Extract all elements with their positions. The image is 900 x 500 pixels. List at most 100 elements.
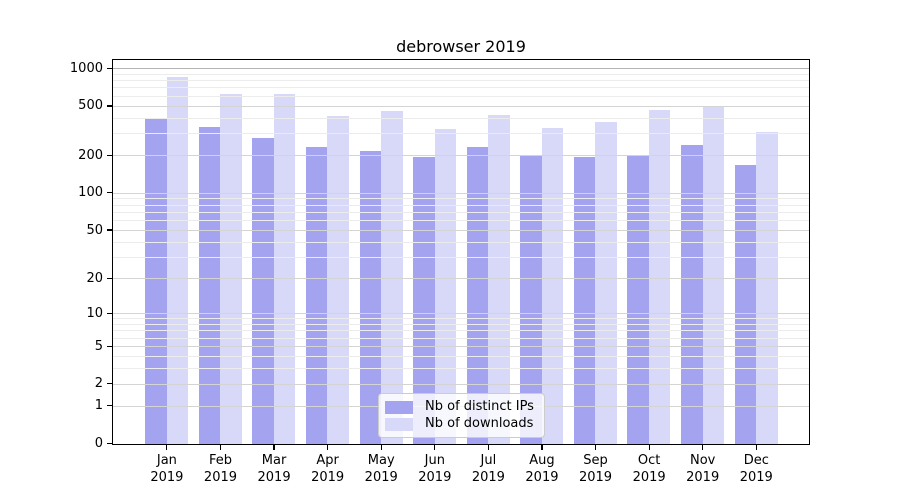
major-gridline (113, 155, 809, 157)
minor-gridline (113, 368, 809, 370)
y-tick-label: 1 (94, 398, 103, 414)
bar-downloads-sep (595, 122, 617, 444)
y-tick-label: 2 (94, 376, 103, 392)
minor-gridline (113, 330, 809, 332)
minor-gridline (113, 337, 809, 339)
x-tick-label: Sep 2019 (578, 453, 613, 485)
minor-gridline (113, 73, 809, 75)
minor-gridline (113, 95, 809, 97)
x-tick-label: Nov 2019 (686, 453, 720, 485)
minor-gridline (113, 80, 809, 82)
major-gridline (113, 313, 809, 315)
x-tick (380, 445, 382, 450)
x-tick (273, 445, 275, 450)
y-tick (107, 405, 112, 407)
y-tick (107, 442, 112, 445)
y-tick-label: 50 (86, 222, 103, 238)
minor-gridline (113, 87, 809, 89)
minor-gridline (113, 211, 809, 213)
bar-distinct-ips-jun (413, 157, 435, 444)
x-tick (541, 445, 543, 450)
legend-label-distinct-ips: Nb of distinct IPs (425, 399, 534, 414)
bar-distinct-ips-sep (573, 157, 596, 444)
x-tick (702, 445, 704, 450)
y-tick (107, 154, 112, 157)
x-tick-label: Aug 2019 (525, 453, 559, 485)
x-tick-label: Apr 2019 (311, 453, 345, 485)
minor-gridline (113, 117, 809, 119)
x-tick-label: Feb 2019 (203, 453, 238, 485)
y-tick (107, 345, 112, 347)
minor-gridline (113, 204, 809, 206)
y-tick-label: 0 (94, 436, 103, 451)
minor-gridline (113, 220, 809, 222)
bar-downloads-may (381, 110, 403, 444)
x-tick (219, 445, 222, 450)
bar-downloads-mar (273, 94, 296, 444)
legend-swatch-downloads-icon (385, 417, 413, 431)
bar-downloads-aug (541, 127, 564, 444)
x-tick-label: Jun 2019 (418, 453, 452, 485)
bar-downloads-apr (327, 116, 349, 444)
plot-area (112, 59, 810, 445)
chart-title: debrowser 2019 (396, 37, 526, 56)
y-tick (107, 67, 112, 69)
y-tick (107, 277, 112, 279)
bar-distinct-ips-aug (520, 155, 542, 444)
bar-downloads-nov (702, 106, 724, 444)
y-tick (107, 105, 112, 107)
y-tick-label: 100 (78, 185, 103, 201)
bar-distinct-ips-feb (198, 127, 221, 444)
legend-item-downloads: Nb of downloads (385, 416, 538, 432)
y-tick (107, 229, 112, 231)
bar-downloads-feb (220, 93, 242, 444)
minor-gridline (113, 256, 809, 258)
y-tick-label: 20 (86, 270, 103, 286)
y-tick (107, 383, 112, 385)
minor-gridline (113, 241, 809, 243)
bar-downloads-jul (488, 114, 510, 444)
x-tick (594, 445, 597, 450)
bar-downloads-dec (756, 132, 778, 444)
major-gridline (113, 192, 809, 194)
bar-distinct-ips-dec (734, 164, 757, 444)
x-tick-label: Dec 2019 (739, 453, 773, 485)
x-tick-label: Mar 2019 (257, 453, 291, 485)
y-tick-label: 5 (94, 338, 103, 354)
legend: Nb of distinct IPs Nb of downloads (378, 393, 545, 438)
y-tick-label: 500 (78, 98, 103, 114)
bar-downloads-jun (434, 128, 457, 444)
bar-distinct-ips-jul (466, 147, 489, 444)
bar-distinct-ips-oct (627, 155, 649, 444)
major-gridline (113, 346, 809, 347)
minor-gridline (113, 318, 809, 320)
minor-gridline (113, 355, 809, 357)
legend-item-distinct-ips: Nb of distinct IPs (385, 399, 538, 415)
minor-gridline (113, 133, 809, 135)
y-tick-label: 1000 (69, 60, 103, 76)
major-gridline (113, 277, 809, 279)
y-tick (107, 192, 112, 194)
major-gridline (113, 68, 809, 70)
x-tick-label: Jul 2019 (471, 453, 505, 485)
minor-gridline (113, 323, 809, 325)
major-gridline (113, 105, 809, 107)
y-tick-label: 10 (86, 305, 103, 321)
major-gridline (113, 229, 809, 231)
x-tick (487, 445, 489, 450)
bar-distinct-ips-may (359, 150, 382, 444)
y-tick-label: 200 (78, 148, 103, 164)
x-tick-label: Oct 2019 (632, 453, 666, 485)
x-tick-label: May 2019 (364, 453, 398, 485)
bar-downloads-oct (648, 109, 671, 444)
bar-distinct-ips-mar (252, 137, 274, 444)
x-tick-label: Jan 2019 (150, 453, 184, 485)
legend-label-downloads: Nb of downloads (425, 416, 534, 431)
x-tick (166, 445, 168, 450)
bar-distinct-ips-nov (681, 144, 703, 444)
x-tick (434, 445, 436, 450)
bar-downloads-jan (166, 76, 189, 444)
bar-distinct-ips-apr (305, 147, 328, 444)
major-gridline (113, 383, 809, 385)
